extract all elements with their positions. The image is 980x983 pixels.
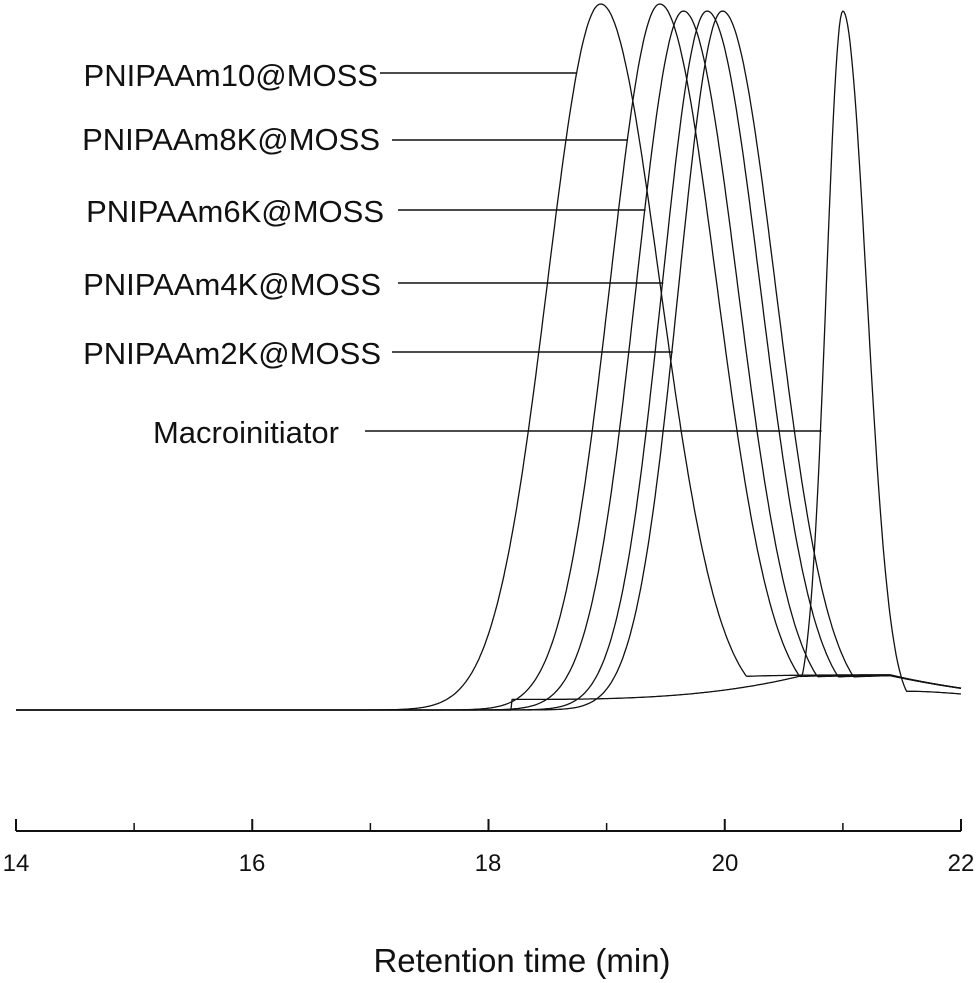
x-axis: 14 16 18 20 22 Retention time (min) — [3, 819, 975, 979]
x-tick-label-20: 20 — [712, 850, 739, 877]
curves-group — [16, 3, 962, 711]
x-axis-ticks — [15, 819, 962, 831]
x-axis-title: Retention time (min) — [373, 942, 670, 979]
x-tick-label-14: 14 — [3, 850, 30, 877]
series-label-macroinitiator: Macroinitiator — [153, 415, 339, 450]
series-labels-group: PNIPAAm10@MOSS PNIPAAm8K@MOSS PNIPAAm6K@… — [82, 58, 384, 450]
series-label-pnipaam6k: PNIPAAm6K@MOSS — [86, 194, 384, 229]
series-label-pnipaam8k: PNIPAAm8K@MOSS — [82, 122, 380, 157]
leader-lines-group — [365, 72, 822, 432]
x-axis-tick-labels: 14 16 18 20 22 — [3, 850, 975, 877]
series-label-pnipaam4k: PNIPAAm4K@MOSS — [83, 267, 381, 302]
x-tick-label-18: 18 — [475, 850, 502, 877]
series-curve-5 — [16, 10, 962, 711]
x-tick-label-22: 22 — [948, 850, 975, 877]
series-label-pnipaam2k: PNIPAAm2K@MOSS — [83, 336, 381, 371]
x-tick-label-16: 16 — [239, 850, 266, 877]
series-label-pnipaam10: PNIPAAm10@MOSS — [84, 58, 378, 93]
